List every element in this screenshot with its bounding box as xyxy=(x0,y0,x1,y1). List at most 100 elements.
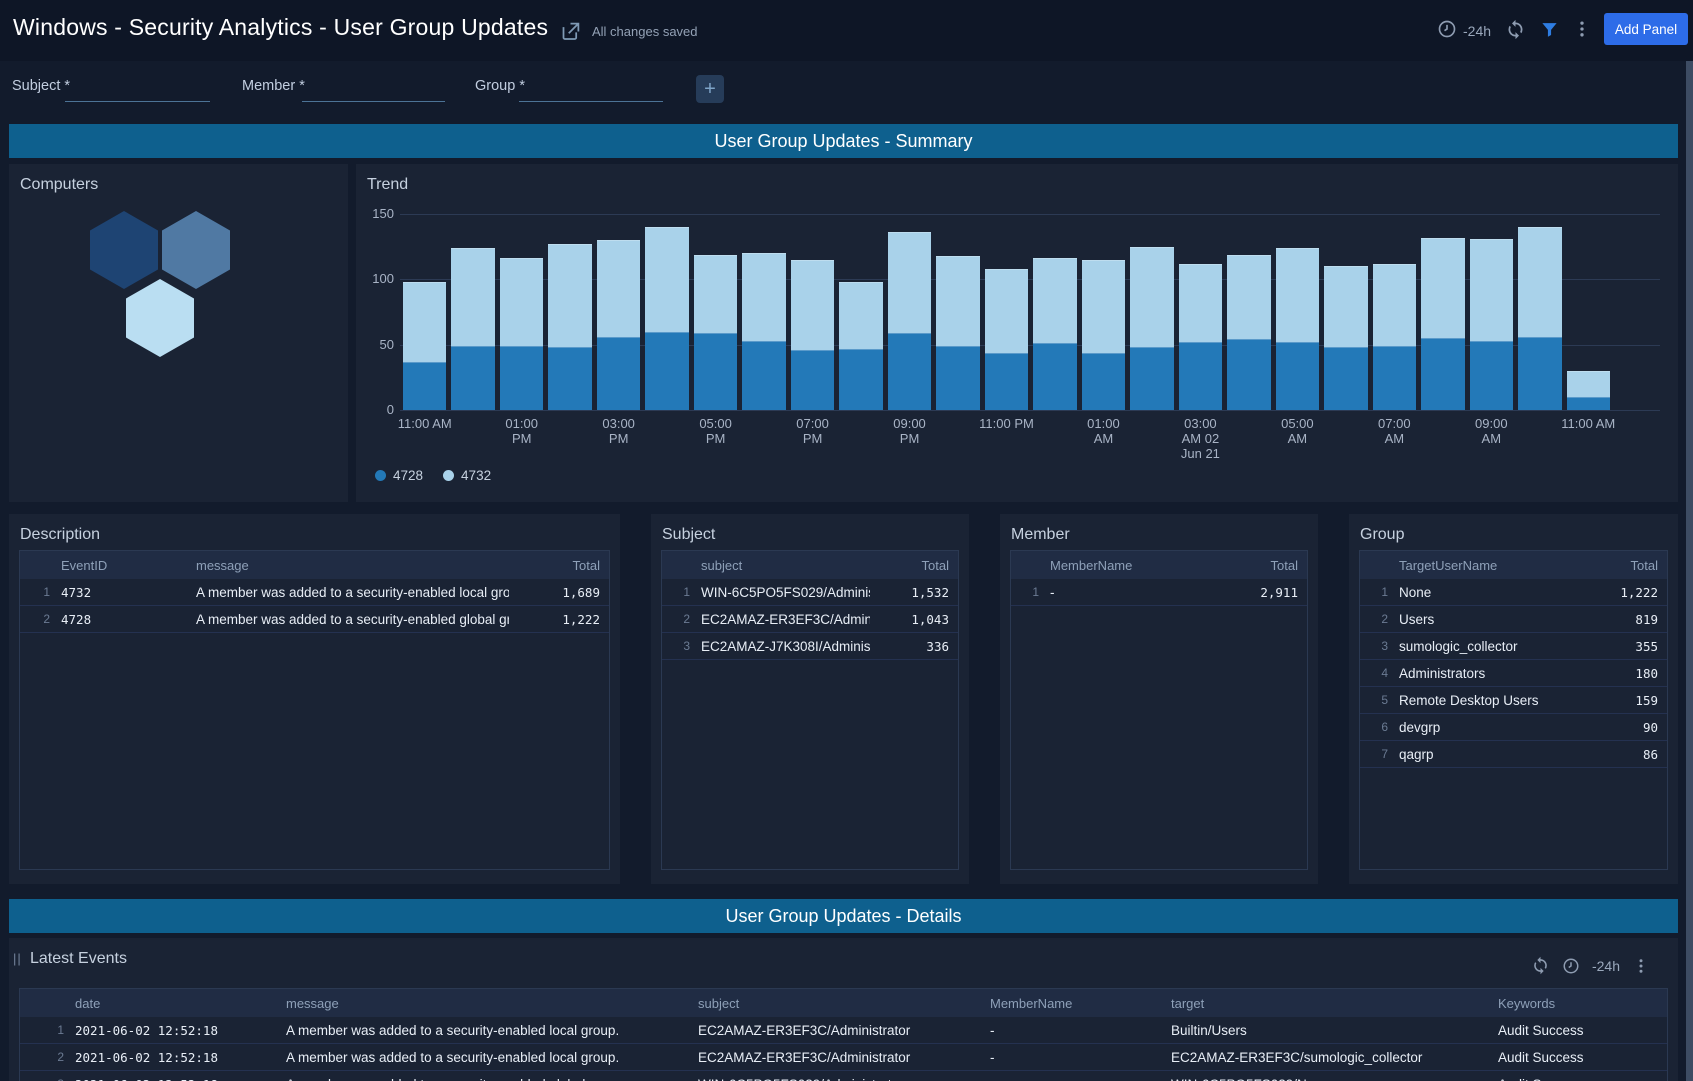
events-time-range[interactable]: -24h xyxy=(1592,958,1620,974)
latest-events-panel: || Latest Events -24h datemessagesubject xyxy=(9,938,1678,1081)
events-clock-icon[interactable] xyxy=(1562,957,1580,975)
computers-panel-title: Computers xyxy=(20,176,98,194)
trend-bar[interactable] xyxy=(645,227,688,410)
latest-events-title: Latest Events xyxy=(30,950,127,968)
trend-bar[interactable] xyxy=(1033,258,1076,410)
column-header[interactable]: date xyxy=(66,989,277,1017)
group-panel-title: Group xyxy=(1360,526,1404,544)
filter-group-label: Group * xyxy=(475,78,525,94)
trend-x-axis: 11:00 AM01:00PM03:00PM05:00PM07:00PM09:0… xyxy=(403,416,1610,464)
filter-funnel-icon[interactable] xyxy=(1540,20,1559,39)
column-header[interactable]: subject xyxy=(689,989,981,1017)
group-table[interactable]: TargetUserNameTotal1None1,2222Users8193s… xyxy=(1360,551,1667,768)
trend-bar[interactable] xyxy=(1518,227,1561,410)
clock-icon[interactable] xyxy=(1437,19,1457,39)
trend-bars xyxy=(403,214,1610,410)
trend-bar[interactable] xyxy=(1373,264,1416,410)
trend-bar[interactable] xyxy=(1470,239,1513,410)
refresh-icon[interactable] xyxy=(1505,19,1526,40)
add-filter-button[interactable]: + xyxy=(696,75,724,103)
column-header[interactable]: Total xyxy=(870,551,958,579)
trend-bar[interactable] xyxy=(1179,264,1222,410)
column-header[interactable]: Keywords xyxy=(1489,989,1667,1017)
table-row[interactable]: 14732A member was added to a security-en… xyxy=(20,579,609,606)
trend-bar[interactable] xyxy=(1421,238,1464,410)
summary-banner: User Group Updates - Summary xyxy=(9,124,1678,158)
trend-bar[interactable] xyxy=(888,232,931,410)
latest-events-table[interactable]: datemessagesubjectMemberNametargetKeywor… xyxy=(20,989,1667,1081)
app-header: Windows - Security Analytics - User Grou… xyxy=(0,0,1693,61)
column-header[interactable]: subject xyxy=(692,551,870,579)
column-header[interactable]: MemberName xyxy=(981,989,1162,1017)
table-row[interactable]: 3EC2AMAZ-J7K308I/Administrator336 xyxy=(662,633,958,660)
table-row[interactable]: 3sumologic_collector355 xyxy=(1360,633,1667,660)
table-row[interactable]: 22021-06-02 12:52:18A member was added t… xyxy=(20,1044,1667,1071)
trend-bar[interactable] xyxy=(1324,266,1367,410)
column-header[interactable]: Total xyxy=(1587,551,1667,579)
table-row[interactable]: 24728A member was added to a security-en… xyxy=(20,606,609,633)
trend-bar[interactable] xyxy=(500,258,543,410)
trend-bar[interactable] xyxy=(1276,248,1319,410)
drag-handle-icon[interactable]: || xyxy=(13,951,22,966)
description-panel: Description EventIDmessageTotal14732A me… xyxy=(9,514,620,884)
legend-item-4732[interactable]: 4732 xyxy=(443,468,491,483)
table-row[interactable]: 32021-06-02 12:52:18A member was added t… xyxy=(20,1071,1667,1081)
trend-bar[interactable] xyxy=(451,248,494,410)
filter-group-input[interactable] xyxy=(519,101,663,102)
vertical-scrollbar[interactable] xyxy=(1686,61,1693,1081)
events-kebab-icon[interactable] xyxy=(1632,957,1650,975)
column-header[interactable]: message xyxy=(187,551,509,579)
trend-legend: 4728 4732 xyxy=(375,468,491,483)
column-header[interactable]: MemberName xyxy=(1041,551,1219,579)
table-row[interactable]: 6devgrp90 xyxy=(1360,714,1667,741)
table-row[interactable]: 2Users819 xyxy=(1360,606,1667,633)
member-panel-title: Member xyxy=(1011,526,1070,544)
legend-item-4728[interactable]: 4728 xyxy=(375,468,423,483)
trend-bar[interactable] xyxy=(597,240,640,410)
column-header[interactable]: Total xyxy=(1219,551,1307,579)
filter-subject-input[interactable] xyxy=(65,101,210,102)
description-table[interactable]: EventIDmessageTotal14732A member was add… xyxy=(20,551,609,633)
filter-member-input[interactable] xyxy=(302,101,445,102)
table-row[interactable]: 12021-06-02 12:52:18A member was added t… xyxy=(20,1017,1667,1044)
table-row[interactable]: 1-2,911 xyxy=(1011,579,1307,606)
trend-bar[interactable] xyxy=(839,282,882,410)
table-row[interactable]: 1None1,222 xyxy=(1360,579,1667,606)
subject-table[interactable]: subjectTotal1WIN-6C5PO5FS029/Administrat… xyxy=(662,551,958,660)
column-header[interactable]: EventID xyxy=(52,551,187,579)
share-export-icon[interactable] xyxy=(560,21,581,42)
column-header[interactable]: TargetUserName xyxy=(1390,551,1587,579)
trend-chart[interactable]: 050100150 11:00 AM01:00PM03:00PM05:00PM0… xyxy=(356,164,1678,502)
events-refresh-icon[interactable] xyxy=(1531,956,1550,975)
table-row[interactable]: 5Remote Desktop Users159 xyxy=(1360,687,1667,714)
add-panel-button[interactable]: Add Panel xyxy=(1604,13,1688,45)
trend-bar[interactable] xyxy=(548,244,591,410)
details-banner-text: User Group Updates - Details xyxy=(725,906,961,927)
summary-banner-text: User Group Updates - Summary xyxy=(714,131,972,152)
trend-bar[interactable] xyxy=(1227,255,1270,410)
trend-bar[interactable] xyxy=(985,269,1028,410)
column-header[interactable]: message xyxy=(277,989,689,1017)
trend-bar[interactable] xyxy=(936,256,979,410)
trend-bar[interactable] xyxy=(1082,260,1125,410)
trend-bar[interactable] xyxy=(742,253,785,410)
table-row[interactable]: 1WIN-6C5PO5FS029/Administrator1,532 xyxy=(662,579,958,606)
dashboard: Windows - Security Analytics - User Grou… xyxy=(0,0,1693,1081)
trend-bar[interactable] xyxy=(1567,371,1610,410)
trend-bar[interactable] xyxy=(694,255,737,410)
table-row[interactable]: 4Administrators180 xyxy=(1360,660,1667,687)
honeycomb-icon[interactable] xyxy=(9,164,348,502)
trend-bar[interactable] xyxy=(1130,247,1173,410)
computers-panel: Computers xyxy=(9,164,348,502)
table-row[interactable]: 7qagrp86 xyxy=(1360,741,1667,768)
table-row[interactable]: 2EC2AMAZ-ER3EF3C/Administrator1,043 xyxy=(662,606,958,633)
column-header[interactable]: target xyxy=(1162,989,1489,1017)
subject-panel-title: Subject xyxy=(662,526,715,544)
time-range-label[interactable]: -24h xyxy=(1463,23,1491,39)
trend-bar[interactable] xyxy=(403,282,446,410)
kebab-menu-icon[interactable] xyxy=(1572,19,1592,39)
trend-bar[interactable] xyxy=(791,260,834,410)
member-table[interactable]: MemberNameTotal1-2,911 xyxy=(1011,551,1307,606)
column-header[interactable]: Total xyxy=(509,551,609,579)
description-panel-title: Description xyxy=(20,526,100,544)
